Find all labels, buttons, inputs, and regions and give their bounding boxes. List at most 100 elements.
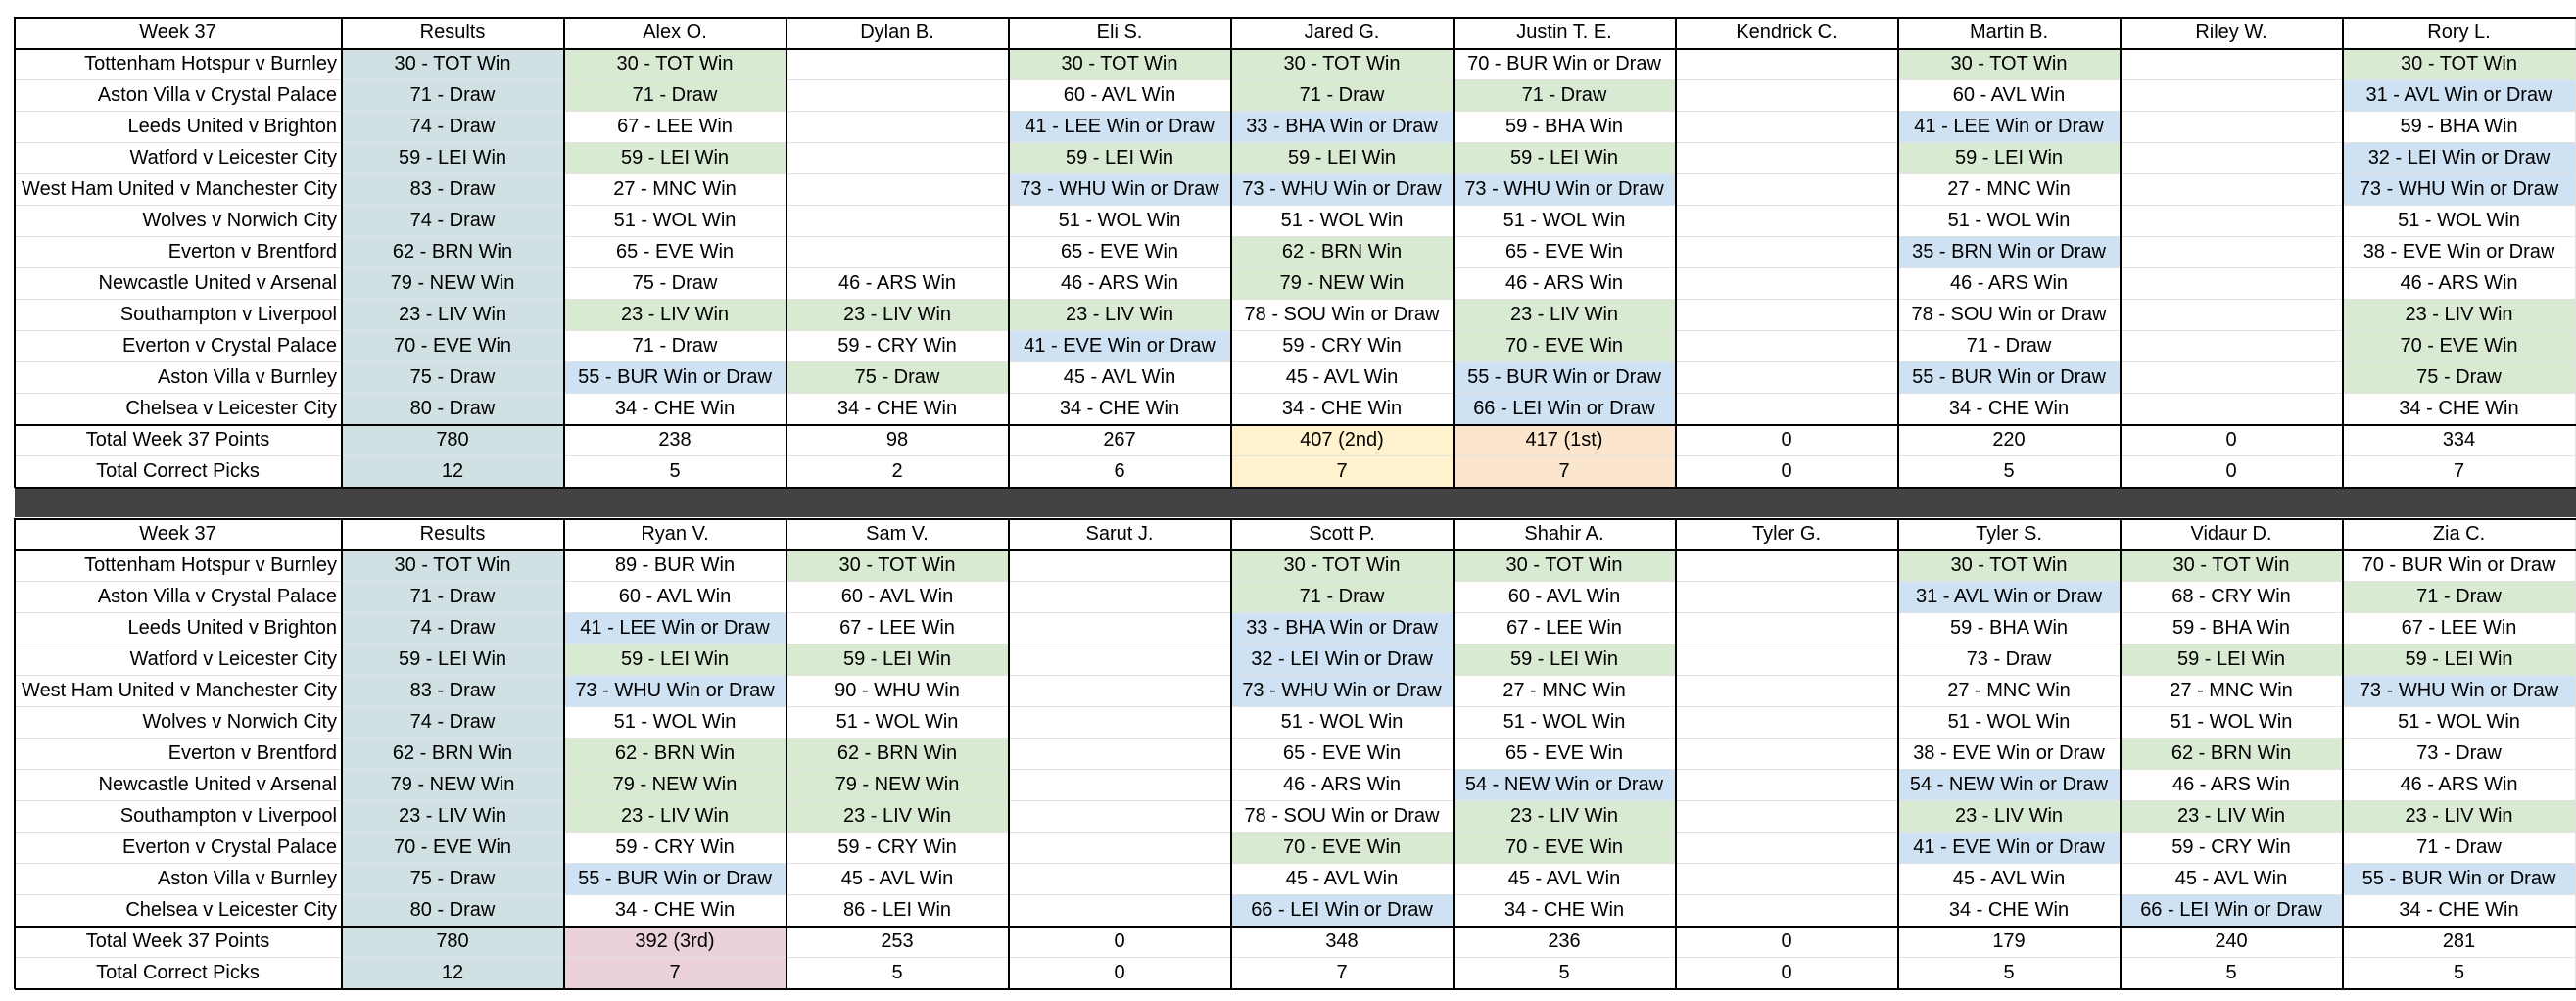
pick-cell[interactable]: 73 - WHU Win or Draw (2343, 676, 2576, 707)
pick-cell[interactable]: 71 - Draw (2343, 582, 2576, 613)
pick-cell[interactable]: 55 - BUR Win or Draw (564, 362, 787, 394)
player-header-cell[interactable]: Rory L. (2343, 18, 2576, 49)
pick-cell[interactable]: 45 - AVL Win (2121, 864, 2343, 895)
pick-cell[interactable]: 34 - CHE Win (1898, 394, 2121, 425)
match-name-cell[interactable]: Tottenham Hotspur v Burnley (15, 49, 342, 80)
pick-cell[interactable] (1009, 582, 1231, 613)
pick-cell[interactable]: 73 - WHU Win or Draw (2343, 174, 2576, 206)
pick-cell[interactable] (1009, 770, 1231, 801)
pick-cell[interactable] (2121, 49, 2343, 80)
pick-cell[interactable]: 60 - AVL Win (1009, 80, 1231, 112)
pick-cell[interactable]: 73 - WHU Win or Draw (1009, 174, 1231, 206)
total-value-cell[interactable]: 5 (1898, 456, 2121, 488)
pick-cell[interactable]: 51 - WOL Win (564, 206, 787, 237)
pick-cell[interactable]: 65 - EVE Win (1009, 237, 1231, 268)
pick-cell[interactable] (2121, 237, 2343, 268)
total-value-cell[interactable]: 5 (2343, 958, 2576, 989)
pick-cell[interactable]: 75 - Draw (787, 362, 1009, 394)
pick-cell[interactable]: 65 - EVE Win (564, 237, 787, 268)
match-name-cell[interactable]: Watford v Leicester City (15, 644, 342, 676)
pick-cell[interactable]: 62 - BRN Win (1231, 237, 1454, 268)
total-value-cell[interactable]: 7 (564, 958, 787, 989)
pick-cell[interactable]: 59 - BHA Win (1454, 112, 1676, 143)
pick-cell[interactable] (1009, 613, 1231, 644)
pick-cell[interactable]: 23 - LIV Win (1454, 801, 1676, 833)
total-value-cell[interactable]: 7 (1231, 456, 1454, 488)
pick-cell[interactable]: 34 - CHE Win (1898, 895, 2121, 927)
pick-cell[interactable] (1676, 80, 1898, 112)
pick-cell[interactable]: 30 - TOT Win (1898, 49, 2121, 80)
pick-cell[interactable]: 78 - SOU Win or Draw (1231, 801, 1454, 833)
pick-cell[interactable]: 23 - LIV Win (2343, 801, 2576, 833)
pick-cell[interactable] (2121, 206, 2343, 237)
pick-cell[interactable]: 23 - LIV Win (2121, 801, 2343, 833)
result-cell[interactable]: 30 - TOT Win (342, 49, 564, 80)
pick-cell[interactable]: 67 - LEE Win (787, 613, 1009, 644)
pick-cell[interactable]: 59 - LEI Win (1009, 143, 1231, 174)
pick-cell[interactable] (1676, 801, 1898, 833)
pick-cell[interactable] (1009, 895, 1231, 927)
pick-cell[interactable]: 62 - BRN Win (564, 739, 787, 770)
pick-cell[interactable] (1676, 613, 1898, 644)
pick-cell[interactable]: 59 - CRY Win (1231, 331, 1454, 362)
total-value-cell[interactable]: 0 (1676, 425, 1898, 456)
match-name-cell[interactable]: Leeds United v Brighton (15, 613, 342, 644)
match-name-cell[interactable]: West Ham United v Manchester City (15, 676, 342, 707)
pick-cell[interactable]: 70 - BUR Win or Draw (1454, 49, 1676, 80)
results-header-cell[interactable]: Results (342, 18, 564, 49)
pick-cell[interactable]: 45 - AVL Win (1231, 362, 1454, 394)
pick-cell[interactable]: 73 - Draw (2343, 739, 2576, 770)
pick-cell[interactable]: 23 - LIV Win (787, 801, 1009, 833)
total-value-cell[interactable]: 0 (1009, 958, 1231, 989)
pick-cell[interactable]: 59 - CRY Win (564, 833, 787, 864)
pick-cell[interactable] (1676, 143, 1898, 174)
pick-cell[interactable] (1676, 112, 1898, 143)
week-header-cell[interactable]: Week 37 (15, 18, 342, 49)
pick-cell[interactable]: 59 - CRY Win (787, 833, 1009, 864)
pick-cell[interactable] (1676, 206, 1898, 237)
pick-cell[interactable]: 51 - WOL Win (1898, 206, 2121, 237)
pick-cell[interactable] (1676, 268, 1898, 300)
pick-cell[interactable]: 59 - CRY Win (2121, 833, 2343, 864)
pick-cell[interactable]: 55 - BUR Win or Draw (2343, 864, 2576, 895)
pick-cell[interactable] (2121, 300, 2343, 331)
pick-cell[interactable] (2121, 143, 2343, 174)
result-cell[interactable]: 74 - Draw (342, 206, 564, 237)
pick-cell[interactable] (2121, 394, 2343, 425)
pick-cell[interactable]: 59 - LEI Win (787, 644, 1009, 676)
match-name-cell[interactable]: Everton v Crystal Palace (15, 331, 342, 362)
pick-cell[interactable] (1009, 550, 1231, 582)
player-header-cell[interactable]: Riley W. (2121, 18, 2343, 49)
total-value-cell[interactable]: 0 (2121, 456, 2343, 488)
pick-cell[interactable]: 67 - LEE Win (2343, 613, 2576, 644)
result-cell[interactable]: 74 - Draw (342, 707, 564, 739)
pick-cell[interactable]: 55 - BUR Win or Draw (564, 864, 787, 895)
pick-cell[interactable] (1676, 49, 1898, 80)
pick-cell[interactable] (787, 237, 1009, 268)
pick-cell[interactable]: 59 - LEI Win (564, 143, 787, 174)
player-header-cell[interactable]: Shahir A. (1454, 519, 1676, 550)
pick-cell[interactable]: 51 - WOL Win (1454, 206, 1676, 237)
total-value-cell[interactable]: 5 (1454, 958, 1676, 989)
pick-cell[interactable]: 27 - MNC Win (1898, 676, 2121, 707)
result-cell[interactable]: 79 - NEW Win (342, 268, 564, 300)
pick-cell[interactable]: 68 - CRY Win (2121, 582, 2343, 613)
pick-cell[interactable]: 34 - CHE Win (2343, 895, 2576, 927)
pick-cell[interactable]: 30 - TOT Win (1009, 49, 1231, 80)
total-value-cell[interactable]: 6 (1009, 456, 1231, 488)
pick-cell[interactable] (1009, 801, 1231, 833)
total-value-cell[interactable]: 220 (1898, 425, 2121, 456)
pick-cell[interactable] (1676, 550, 1898, 582)
player-header-cell[interactable]: Eli S. (1009, 18, 1231, 49)
pick-cell[interactable]: 33 - BHA Win or Draw (1231, 112, 1454, 143)
pick-cell[interactable] (1676, 833, 1898, 864)
pick-cell[interactable] (2121, 80, 2343, 112)
pick-cell[interactable]: 73 - WHU Win or Draw (1231, 174, 1454, 206)
total-label-cell[interactable]: Total Week 37 Points (15, 927, 342, 958)
pick-cell[interactable] (1676, 582, 1898, 613)
pick-cell[interactable]: 66 - LEI Win or Draw (1231, 895, 1454, 927)
pick-cell[interactable]: 75 - Draw (2343, 362, 2576, 394)
pick-cell[interactable]: 60 - AVL Win (1898, 80, 2121, 112)
pick-cell[interactable]: 46 - ARS Win (2121, 770, 2343, 801)
pick-cell[interactable] (787, 206, 1009, 237)
